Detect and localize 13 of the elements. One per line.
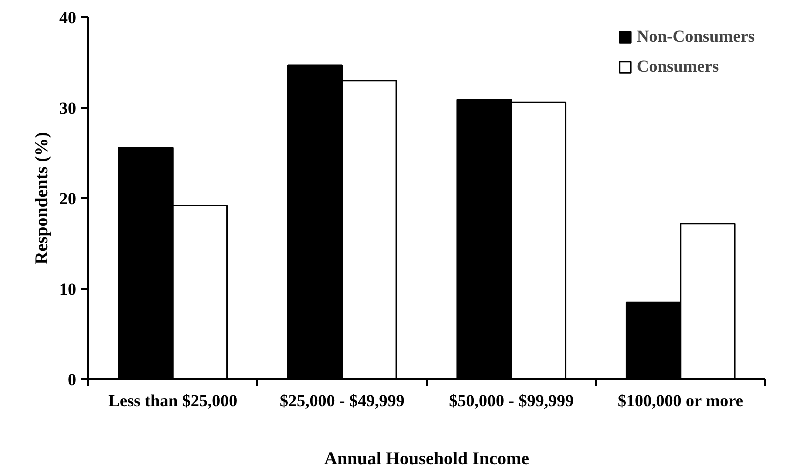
y-tick-label: 30 [60,99,76,118]
y-tick-label: 0 [68,370,76,390]
x-tick-label: $50,000 - $99,999 [449,392,574,410]
x-tick-label: Less than $25,000 [108,392,238,410]
y-axis-title: Respondents (%) [32,132,52,265]
y-tick-label: 40 [60,8,76,28]
y-tick-label: 10 [60,280,76,299]
x-tick-label: $100,000 or more [618,392,744,410]
y-tick-label: 20 [60,190,76,208]
x-tick-label: $25,000 - $49,999 [280,392,405,410]
x-axis-title: Annual Household Income [324,448,530,468]
legend-label: Consumers [636,57,720,77]
legend-label: Non-Consumers [636,27,755,47]
